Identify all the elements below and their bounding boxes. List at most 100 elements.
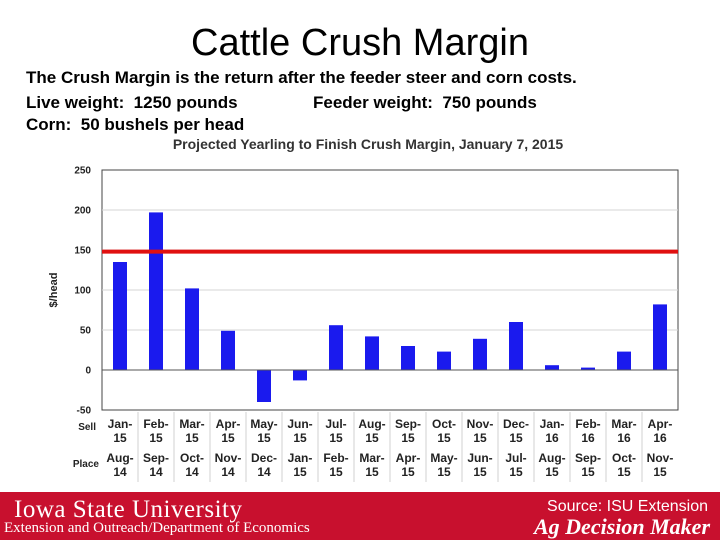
place-year-label: 15 [293, 465, 307, 479]
y-tick-label-1: 0 [85, 366, 91, 377]
sell-year-label: 15 [437, 431, 451, 445]
page-title: Cattle Crush Margin [191, 22, 529, 64]
y-tick-label-2: 50 [80, 326, 92, 337]
sell-year-label: 15 [149, 431, 163, 445]
place-month-label: Oct- [612, 451, 636, 465]
place-year-label: 15 [437, 465, 451, 479]
sell-month-label: May- [250, 417, 277, 431]
bar-Jan-15 [113, 262, 127, 370]
sell-year-label: 15 [329, 431, 343, 445]
department-text: Extension and Outreach/Department of Eco… [4, 520, 310, 536]
sell-year-label: 15 [401, 431, 415, 445]
place-year-label: 15 [653, 465, 667, 479]
place-month-label: Aug- [538, 451, 565, 465]
place-month-label: Mar- [359, 451, 384, 465]
bar-Aug-15 [365, 336, 379, 370]
place-year-label: 14 [113, 465, 127, 479]
bar-Mar-15 [185, 288, 199, 370]
chart-title: Projected Yearling to Finish Crush Margi… [173, 136, 564, 152]
bar-Jul-15 [329, 325, 343, 370]
place-month-label: Apr- [396, 451, 421, 465]
sell-month-label: Dec- [503, 417, 529, 431]
bar-Sep-15 [401, 346, 415, 370]
place-month-label: Jun- [467, 451, 492, 465]
y-tick-label-0: -50 [77, 406, 92, 417]
place-month-label: Sep- [575, 451, 601, 465]
place-month-label: Feb- [323, 451, 348, 465]
place-year-label: 15 [545, 465, 559, 479]
bar-May-15 [257, 370, 271, 402]
description-corn: Corn: 50 bushels per head [26, 115, 245, 134]
place-year-label: 15 [509, 465, 523, 479]
y-tick-label-5: 200 [74, 206, 91, 217]
sell-month-label: Jun- [287, 417, 312, 431]
sell-year-label: 16 [545, 431, 559, 445]
place-row-label: Place [73, 459, 100, 470]
place-month-label: Aug- [106, 451, 133, 465]
place-month-label: May- [430, 451, 457, 465]
sell-year-label: 15 [365, 431, 379, 445]
sell-month-label: Aug- [358, 417, 385, 431]
place-year-label: 15 [581, 465, 595, 479]
y-tick-label-6: 250 [74, 166, 91, 177]
sell-year-label: 15 [257, 431, 271, 445]
description-live-weight: Live weight: 1250 pounds [26, 93, 238, 112]
university-logo-text: Iowa State University [14, 496, 243, 523]
place-year-label: 15 [365, 465, 379, 479]
footer-bar [0, 492, 720, 540]
bar-Nov-15 [473, 338, 487, 370]
place-month-label: Sep- [143, 451, 169, 465]
sell-month-label: Mar- [179, 417, 204, 431]
place-month-label: Jul- [505, 451, 526, 465]
sell-month-label: Oct- [432, 417, 456, 431]
sell-month-label: Jan- [540, 417, 565, 431]
bar-Dec-15 [509, 322, 523, 370]
bar-Apr-15 [221, 330, 235, 370]
place-month-label: Oct- [180, 451, 204, 465]
sell-year-label: 15 [221, 431, 235, 445]
place-month-label: Jan- [288, 451, 313, 465]
sell-year-label: 15 [185, 431, 199, 445]
brand-logo-text: Ag Decision Maker [534, 514, 710, 539]
sell-month-label: Apr- [216, 417, 241, 431]
bar-Jun-15 [293, 370, 307, 381]
place-year-label: 14 [257, 465, 271, 479]
sell-month-label: Nov- [467, 417, 494, 431]
sell-month-label: Feb- [143, 417, 168, 431]
place-year-label: 15 [617, 465, 631, 479]
place-year-label: 15 [329, 465, 343, 479]
place-year-label: 14 [221, 465, 235, 479]
bar-Apr-16 [653, 304, 667, 370]
sell-month-label: Mar- [611, 417, 636, 431]
description-line-1: The Crush Margin is the return after the… [26, 68, 577, 87]
sell-year-label: 15 [293, 431, 307, 445]
sell-row-label: Sell [78, 422, 96, 433]
sell-month-label: Jul- [325, 417, 346, 431]
bar-Oct-15 [437, 351, 451, 370]
sell-year-label: 15 [473, 431, 487, 445]
sell-year-label: 16 [581, 431, 595, 445]
place-year-label: 14 [185, 465, 199, 479]
place-month-label: Nov- [647, 451, 674, 465]
sell-year-label: 15 [509, 431, 523, 445]
sell-month-label: Apr- [648, 417, 673, 431]
sell-month-label: Sep- [395, 417, 421, 431]
sell-year-label: 16 [653, 431, 667, 445]
place-year-label: 14 [149, 465, 163, 479]
description-feeder-weight: Feeder weight: 750 pounds [313, 93, 537, 112]
bar-Feb-15 [149, 212, 163, 370]
place-year-label: 15 [401, 465, 415, 479]
place-month-label: Nov- [215, 451, 242, 465]
source-text: Source: ISU Extension [547, 498, 708, 515]
sell-month-label: Feb- [575, 417, 600, 431]
sell-year-label: 16 [617, 431, 631, 445]
bar-Jan-16 [545, 365, 559, 370]
sell-month-label: Jan- [108, 417, 133, 431]
y-axis-label: $/head [48, 273, 60, 308]
y-tick-label-4: 150 [74, 246, 91, 257]
y-tick-label-3: 100 [74, 286, 91, 297]
sell-year-label: 15 [113, 431, 127, 445]
place-year-label: 15 [473, 465, 487, 479]
place-month-label: Dec- [251, 451, 277, 465]
bar-Mar-16 [617, 351, 631, 370]
